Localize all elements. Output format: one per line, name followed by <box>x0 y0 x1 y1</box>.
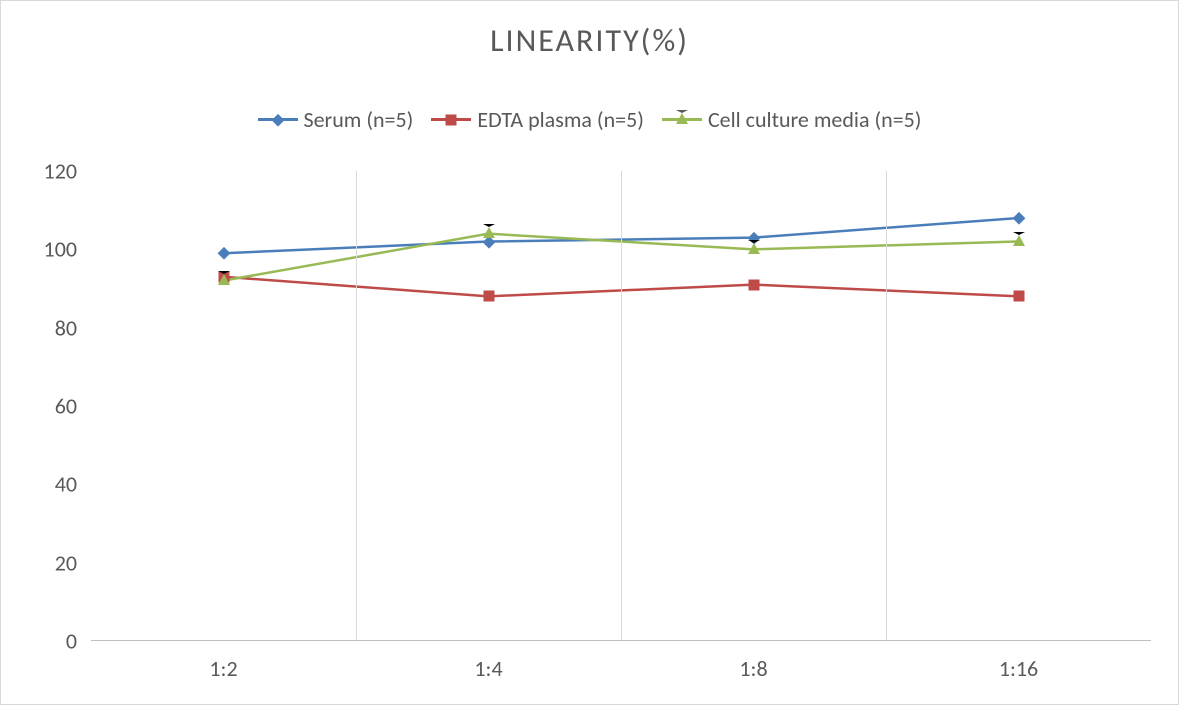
x-tick-label: 1:2 <box>209 655 237 682</box>
x-axis-baseline <box>91 640 1151 641</box>
x-tick-label: 1:8 <box>739 655 767 682</box>
y-tick-label: 0 <box>27 628 77 655</box>
legend-label: Serum (n=5) <box>304 106 414 133</box>
data-marker <box>483 224 495 238</box>
data-marker <box>483 291 494 302</box>
y-tick-label: 100 <box>27 236 77 263</box>
y-tick-label: 40 <box>27 471 77 498</box>
legend-swatch <box>258 118 298 121</box>
legend-item: EDTA plasma (n=5) <box>431 106 644 133</box>
data-marker <box>748 279 759 290</box>
legend-swatch <box>662 118 702 121</box>
gridline <box>356 171 357 641</box>
chart-title: LINEARITY(%) <box>1 21 1178 60</box>
x-tick-label: 1:16 <box>999 655 1038 682</box>
y-tick-label: 60 <box>27 393 77 420</box>
x-tick-label: 1:4 <box>474 655 502 682</box>
legend-swatch <box>431 118 471 121</box>
data-marker <box>271 113 283 125</box>
legend-item: Serum (n=5) <box>258 106 414 133</box>
gridline <box>621 171 622 641</box>
gridline <box>886 171 887 641</box>
data-marker <box>446 114 457 125</box>
data-marker <box>218 271 230 285</box>
linearity-chart: LINEARITY(%) Serum (n=5) EDTA plasma (n=5… <box>0 0 1179 705</box>
y-tick-label: 80 <box>27 314 77 341</box>
chart-legend: Serum (n=5) EDTA plasma (n=5) Cell culture… <box>1 106 1178 133</box>
plot-area: 0204060801001201:21:41:81:16 <box>91 171 1151 641</box>
y-tick-label: 20 <box>27 549 77 576</box>
y-tick-label: 120 <box>27 158 77 185</box>
legend-label: EDTA plasma (n=5) <box>477 106 644 133</box>
legend-item: Cell culture media (n=5) <box>662 106 922 133</box>
data-marker <box>1013 291 1024 302</box>
legend-label: Cell culture media (n=5) <box>708 106 922 133</box>
data-marker <box>676 110 688 124</box>
data-marker <box>1013 232 1025 246</box>
data-marker <box>748 240 760 254</box>
